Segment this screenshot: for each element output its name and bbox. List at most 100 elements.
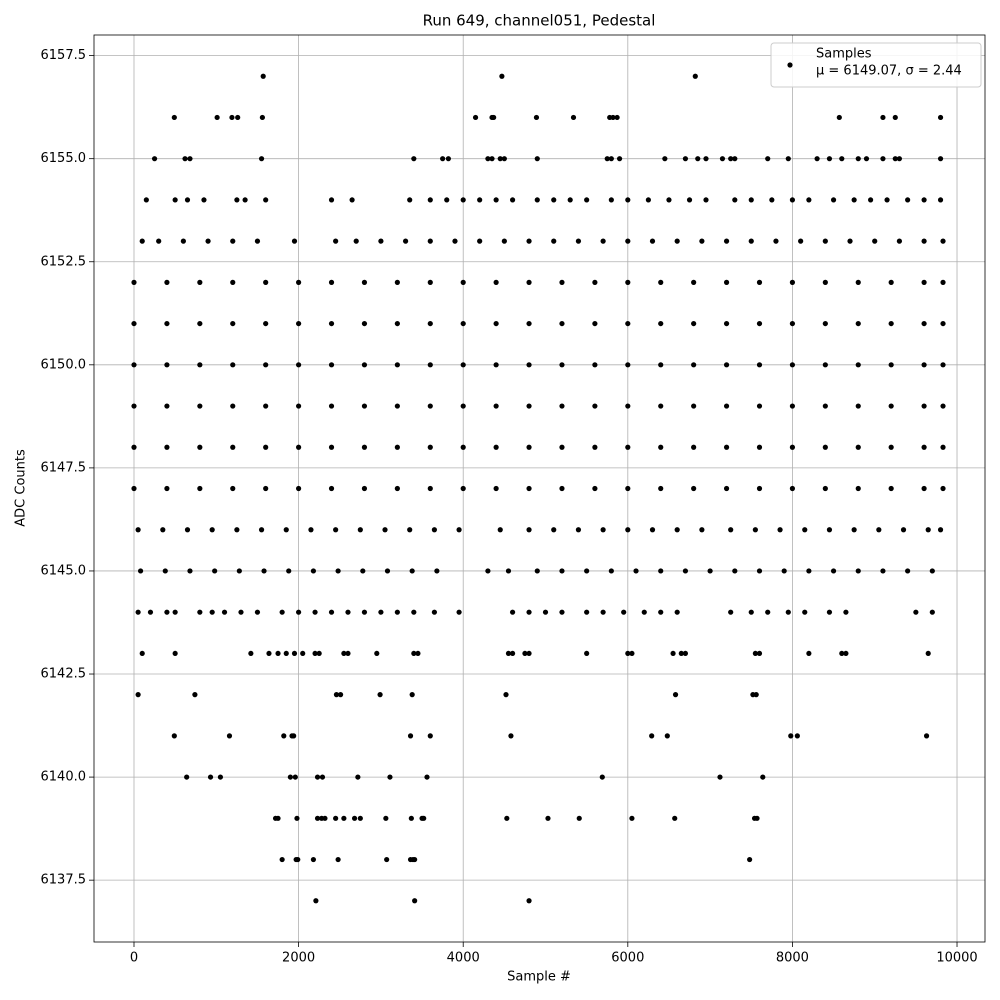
point: [699, 527, 705, 533]
point: [357, 815, 363, 821]
point: [905, 568, 911, 574]
point: [139, 238, 145, 244]
point: [921, 444, 927, 450]
point: [608, 568, 614, 574]
point: [522, 650, 528, 657]
point: [703, 156, 709, 162]
point: [427, 279, 433, 285]
point: [608, 156, 614, 162]
point: [900, 527, 907, 533]
point: [717, 774, 723, 780]
point: [822, 403, 828, 409]
point: [703, 197, 709, 203]
x-axis-label: Sample #: [507, 970, 571, 985]
point: [427, 238, 433, 244]
point: [576, 815, 582, 821]
point: [355, 774, 361, 780]
point: [333, 527, 339, 533]
point: [604, 156, 610, 162]
point: [937, 114, 944, 121]
point: [472, 114, 479, 121]
point: [822, 320, 828, 327]
point: [600, 609, 606, 615]
point: [921, 485, 927, 492]
y-tick-label: 6152.5: [41, 254, 87, 269]
point: [345, 650, 351, 657]
point: [672, 692, 679, 698]
point: [263, 320, 269, 327]
point: [925, 527, 931, 533]
point: [415, 650, 421, 657]
point: [335, 568, 341, 574]
point: [600, 238, 606, 244]
point: [226, 733, 233, 739]
point: [361, 403, 368, 409]
point: [427, 403, 433, 409]
point: [491, 114, 497, 121]
point: [686, 197, 693, 203]
point: [610, 114, 616, 121]
point: [723, 320, 730, 327]
point: [625, 320, 631, 327]
point: [197, 485, 203, 492]
point: [411, 650, 417, 657]
point: [670, 650, 676, 657]
point: [497, 156, 503, 162]
point: [570, 114, 577, 121]
x-tick-label: 0: [130, 951, 138, 966]
point: [345, 609, 351, 615]
point: [551, 197, 557, 203]
point: [314, 774, 321, 780]
point: [629, 815, 635, 821]
point: [427, 485, 433, 492]
point: [310, 856, 317, 863]
x-tick-label: 10000: [936, 951, 977, 966]
y-tick-label: 6137.5: [41, 873, 87, 888]
point: [164, 279, 170, 285]
point: [509, 650, 516, 657]
point: [789, 444, 796, 450]
point: [172, 197, 178, 203]
point: [851, 527, 857, 533]
point: [137, 568, 144, 574]
point: [341, 815, 347, 821]
point: [493, 485, 499, 492]
point: [229, 114, 235, 121]
point: [291, 238, 298, 244]
point: [732, 197, 738, 203]
point: [756, 320, 763, 327]
point: [147, 609, 154, 615]
point: [508, 733, 514, 739]
point: [692, 73, 698, 79]
point: [843, 609, 849, 615]
point: [493, 279, 499, 285]
point: [248, 650, 254, 657]
point: [312, 650, 318, 657]
point: [559, 444, 565, 450]
point: [411, 609, 417, 615]
point: [533, 114, 540, 121]
point: [876, 527, 882, 533]
point: [789, 362, 796, 368]
point: [164, 320, 170, 327]
point: [625, 197, 631, 203]
point: [625, 362, 631, 368]
point: [551, 238, 557, 244]
point: [789, 485, 796, 492]
point: [526, 444, 532, 450]
point: [888, 320, 894, 327]
point: [361, 609, 368, 615]
point: [923, 733, 930, 739]
point: [431, 527, 438, 533]
y-tick-label: 6150.0: [41, 357, 87, 372]
point: [584, 197, 590, 203]
point: [187, 156, 193, 162]
point: [131, 362, 137, 368]
x-tick-label: 4000: [447, 951, 480, 966]
y-tick-label: 6157.5: [41, 48, 87, 63]
point: [308, 527, 314, 533]
point: [291, 650, 298, 657]
point: [526, 279, 532, 285]
point: [814, 156, 820, 162]
point: [830, 197, 837, 203]
